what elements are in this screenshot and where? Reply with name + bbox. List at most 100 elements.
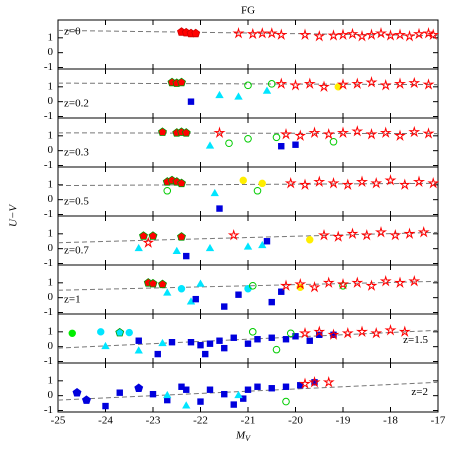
point: [182, 401, 191, 409]
point: [177, 77, 186, 87]
point: [365, 28, 378, 40]
point: [244, 386, 252, 393]
point: [278, 288, 285, 295]
point: [97, 328, 105, 336]
panel-frame: [57, 166, 439, 217]
point: [225, 139, 233, 148]
point: [163, 288, 172, 296]
y-tick-label: 0: [48, 242, 54, 254]
point: [417, 226, 430, 238]
y-tick-label: 0: [48, 340, 54, 352]
x-axis-label: MV: [235, 430, 251, 443]
point: [341, 327, 354, 339]
y-tick-label: 1: [48, 374, 54, 386]
x-tick-label: -21: [241, 415, 256, 427]
point: [298, 326, 312, 339]
point: [254, 336, 261, 343]
point: [298, 178, 312, 190]
point: [336, 78, 350, 90]
point: [317, 228, 331, 241]
point: [115, 327, 125, 337]
point: [268, 298, 275, 306]
point: [205, 243, 215, 252]
point: [384, 174, 397, 186]
point: [134, 346, 143, 354]
point: [322, 276, 335, 288]
fit-line: [57, 231, 439, 244]
panel-frame: [57, 313, 439, 364]
point: [244, 285, 252, 293]
point: [279, 279, 293, 291]
chart-title: FG: [241, 5, 255, 17]
x-tick-label: -19: [336, 415, 351, 427]
point: [370, 327, 383, 339]
panel-label: z=0.7: [64, 245, 89, 257]
point: [374, 225, 388, 238]
point: [336, 126, 350, 138]
point: [355, 175, 369, 187]
point: [134, 243, 143, 252]
y-tick-label: 0: [48, 291, 54, 303]
y-tick-label: -1: [44, 306, 53, 318]
point: [163, 390, 172, 399]
point: [427, 177, 440, 189]
x-tick-label: -24: [98, 415, 113, 427]
y-tick-label: -1: [44, 404, 53, 416]
point: [102, 402, 109, 410]
point: [221, 390, 228, 398]
point: [308, 375, 321, 388]
point: [187, 98, 195, 105]
point: [154, 350, 161, 358]
point: [177, 178, 186, 188]
point: [256, 27, 269, 39]
point: [181, 128, 191, 137]
point: [398, 325, 411, 337]
point: [206, 340, 214, 347]
point: [351, 125, 364, 137]
point: [346, 227, 359, 239]
point: [422, 27, 435, 39]
x-tick-label: -25: [51, 415, 66, 427]
point: [286, 329, 295, 338]
x-tick-label: -17: [431, 415, 446, 427]
point: [248, 281, 257, 290]
point: [230, 401, 237, 408]
point: [177, 285, 186, 293]
point: [210, 188, 219, 197]
point: [163, 186, 172, 195]
point: [197, 341, 204, 349]
y-tick-label: 1: [48, 227, 54, 239]
point: [267, 80, 276, 88]
point: [365, 76, 378, 88]
point: [183, 252, 190, 260]
y-tick-label: 0: [48, 46, 54, 58]
y-tick-label: -1: [44, 355, 53, 367]
panel-label: z=0.2: [64, 98, 89, 110]
point: [227, 229, 240, 241]
point: [294, 278, 307, 290]
point: [234, 390, 243, 399]
y-tick-label: -1: [44, 110, 53, 122]
point: [243, 242, 253, 250]
point: [408, 125, 421, 138]
point: [313, 175, 326, 187]
fit-line: [57, 182, 439, 187]
point: [142, 236, 155, 248]
point: [268, 334, 275, 341]
point: [168, 339, 176, 346]
point: [275, 77, 288, 89]
point: [221, 303, 228, 310]
point: [332, 230, 345, 242]
point: [240, 395, 247, 402]
point: [139, 231, 148, 240]
point: [379, 126, 392, 138]
point: [393, 129, 407, 141]
point: [365, 279, 378, 291]
point: [292, 141, 299, 148]
x-tick-label: -18: [383, 415, 398, 427]
point: [235, 291, 242, 298]
y-tick-label: 1: [48, 276, 54, 288]
point: [393, 276, 407, 288]
point: [239, 176, 247, 185]
